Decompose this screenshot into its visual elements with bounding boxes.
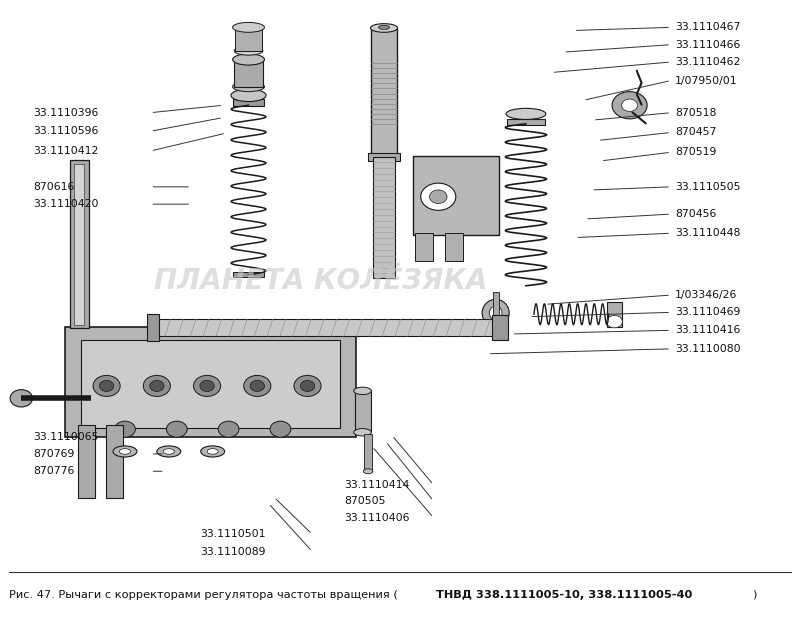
Text: 1/03346/26: 1/03346/26 — [675, 290, 738, 300]
Bar — [233, 272, 265, 277]
Bar — [415, 233, 433, 261]
Text: 33.1110448: 33.1110448 — [675, 229, 741, 238]
Bar — [106, 425, 123, 498]
Text: 33.1110406: 33.1110406 — [344, 512, 410, 523]
Text: Рис. 47. Рычаги с корректорами регулятора частоты вращения (: Рис. 47. Рычаги с корректорами регулятор… — [10, 590, 398, 600]
Circle shape — [430, 190, 447, 204]
Text: 870456: 870456 — [675, 209, 717, 219]
Text: 33.1110467: 33.1110467 — [675, 22, 741, 32]
Text: 870505: 870505 — [344, 496, 386, 506]
Bar — [494, 292, 499, 334]
Ellipse shape — [234, 47, 263, 55]
Text: 870457: 870457 — [675, 127, 717, 137]
Bar — [493, 315, 509, 340]
Ellipse shape — [370, 24, 398, 32]
Circle shape — [622, 99, 638, 111]
Bar — [446, 233, 463, 261]
Circle shape — [250, 380, 265, 391]
Text: ): ) — [752, 590, 757, 600]
Circle shape — [244, 376, 271, 396]
Circle shape — [294, 376, 321, 396]
Text: 33.1110416: 33.1110416 — [675, 325, 741, 335]
Text: 870518: 870518 — [675, 107, 717, 117]
Ellipse shape — [482, 299, 510, 327]
Text: 33.1110412: 33.1110412 — [34, 146, 98, 156]
Ellipse shape — [378, 25, 390, 30]
Bar — [234, 61, 263, 87]
Ellipse shape — [119, 449, 130, 454]
Text: 33.1110462: 33.1110462 — [675, 57, 741, 67]
Circle shape — [421, 183, 456, 211]
Circle shape — [99, 380, 114, 391]
Bar — [81, 340, 340, 428]
Text: 33.1110596: 33.1110596 — [34, 126, 98, 136]
Text: 870776: 870776 — [34, 466, 74, 476]
Text: 33.1110501: 33.1110501 — [201, 529, 266, 539]
Ellipse shape — [233, 82, 265, 92]
Bar — [364, 434, 372, 471]
Ellipse shape — [490, 306, 502, 320]
Ellipse shape — [157, 446, 181, 457]
Circle shape — [166, 421, 187, 437]
Bar — [413, 156, 499, 235]
Ellipse shape — [354, 428, 371, 436]
Circle shape — [114, 421, 135, 437]
Circle shape — [606, 315, 622, 328]
Ellipse shape — [163, 449, 174, 454]
Bar — [154, 319, 499, 337]
Bar — [354, 390, 370, 432]
Circle shape — [10, 389, 33, 407]
Bar — [607, 302, 622, 327]
Bar — [507, 119, 545, 125]
Text: 870769: 870769 — [34, 449, 74, 459]
Text: 1/07950/01: 1/07950/01 — [675, 76, 738, 86]
Circle shape — [194, 376, 221, 396]
Circle shape — [612, 92, 647, 119]
Bar — [147, 314, 159, 342]
Text: 33.1110089: 33.1110089 — [201, 546, 266, 556]
Ellipse shape — [354, 387, 371, 394]
Bar — [74, 164, 84, 325]
Ellipse shape — [201, 446, 225, 457]
Text: 33.1110469: 33.1110469 — [675, 307, 741, 317]
Text: 33.1110420: 33.1110420 — [34, 199, 98, 209]
Text: 33.1110396: 33.1110396 — [34, 107, 98, 117]
Bar — [235, 27, 262, 51]
Circle shape — [200, 380, 214, 391]
Text: ПЛАНЕТА КОЛЁЗЯКА: ПЛАНЕТА КОЛЁЗЯКА — [154, 267, 487, 295]
Bar — [233, 99, 265, 106]
Circle shape — [150, 380, 164, 391]
Text: 870519: 870519 — [675, 147, 717, 157]
Text: ТНВД 338.1111005-10, 338.1111005-40: ТНВД 338.1111005-10, 338.1111005-40 — [436, 590, 692, 600]
Bar — [78, 425, 95, 498]
Ellipse shape — [363, 469, 373, 474]
Ellipse shape — [231, 89, 266, 102]
Bar — [373, 157, 395, 278]
Circle shape — [218, 421, 239, 437]
Ellipse shape — [233, 22, 265, 32]
Text: 33.1110065: 33.1110065 — [34, 432, 98, 442]
Bar — [368, 153, 400, 161]
Ellipse shape — [233, 54, 265, 65]
Circle shape — [300, 380, 314, 391]
Text: 33.1110505: 33.1110505 — [675, 182, 741, 192]
Text: 33.1110080: 33.1110080 — [675, 344, 741, 354]
Circle shape — [93, 376, 120, 396]
Ellipse shape — [506, 108, 546, 119]
Text: 33.1110466: 33.1110466 — [675, 40, 741, 50]
Circle shape — [143, 376, 170, 396]
Ellipse shape — [113, 446, 137, 457]
Bar — [65, 327, 356, 437]
Text: 33.1110414: 33.1110414 — [344, 480, 410, 490]
Text: 870616: 870616 — [34, 182, 74, 192]
Bar — [70, 160, 89, 328]
Circle shape — [270, 421, 290, 437]
Bar — [371, 29, 397, 157]
Ellipse shape — [207, 449, 218, 454]
